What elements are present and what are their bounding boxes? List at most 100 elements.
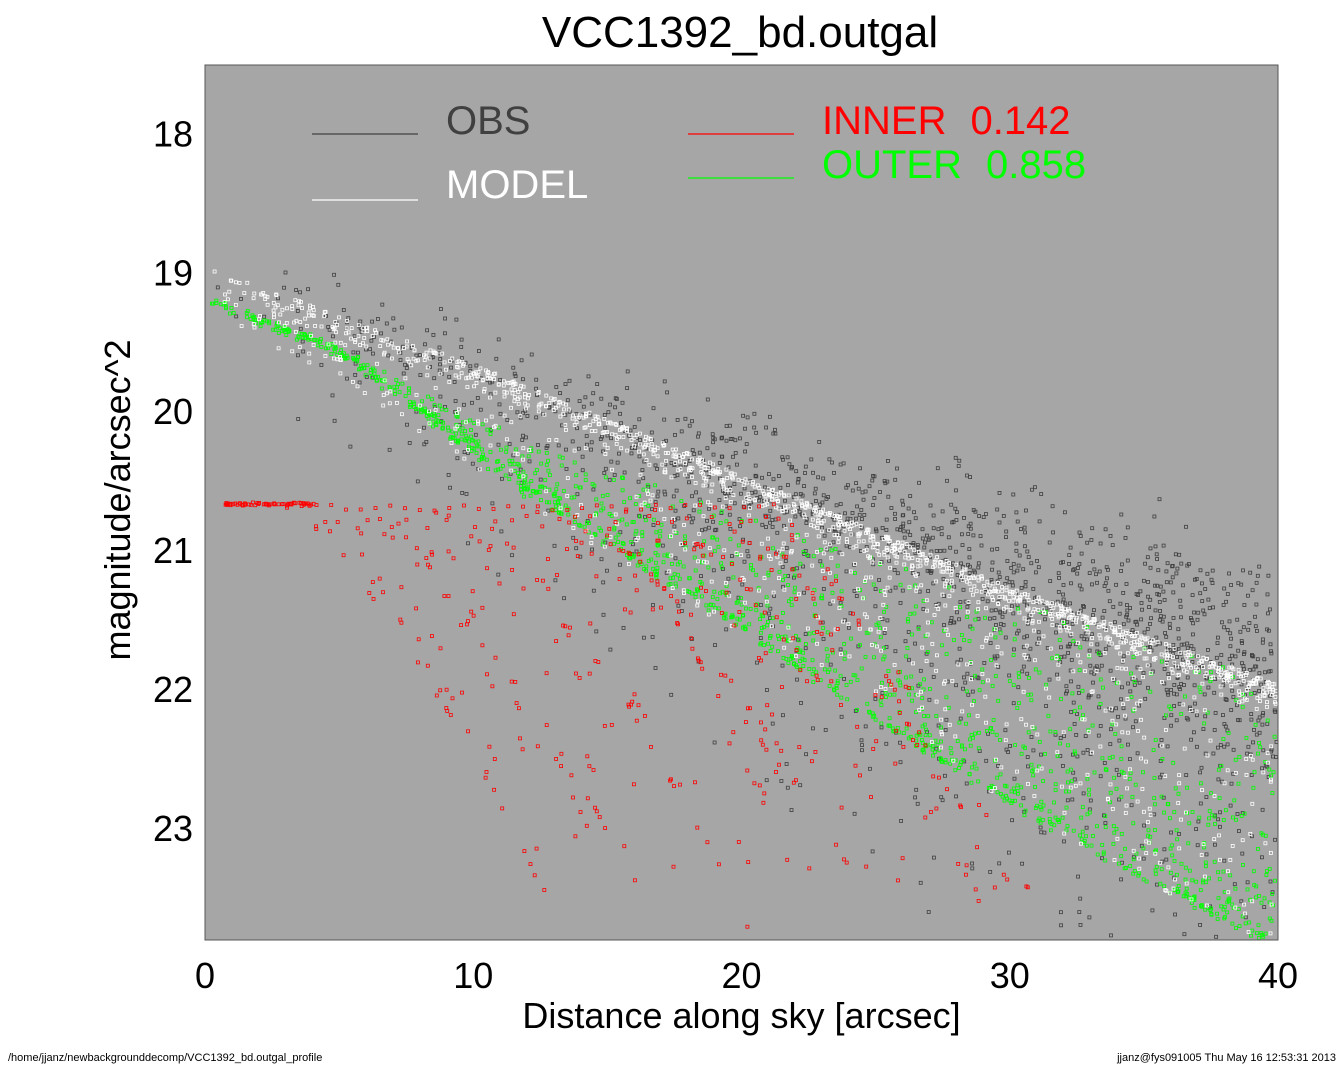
obs-point bbox=[720, 435, 724, 440]
obs-point bbox=[1260, 640, 1265, 645]
model-point bbox=[613, 432, 618, 437]
obs-point bbox=[931, 526, 936, 531]
obs-point bbox=[873, 604, 878, 609]
obs-point bbox=[1081, 604, 1085, 608]
outer-point bbox=[1172, 859, 1177, 863]
obs-point bbox=[1233, 654, 1238, 659]
obs-point bbox=[375, 317, 380, 321]
model-point bbox=[917, 708, 922, 712]
model-point bbox=[1208, 738, 1213, 743]
obs-point bbox=[727, 512, 732, 517]
obs-point bbox=[1253, 624, 1258, 629]
obs-point bbox=[1100, 615, 1105, 620]
obs-point bbox=[795, 677, 799, 682]
obs-point bbox=[452, 379, 457, 384]
obs-point bbox=[1085, 540, 1090, 545]
obs-point bbox=[1201, 608, 1206, 613]
obs-point bbox=[724, 627, 729, 632]
obs-point bbox=[968, 564, 972, 569]
outer-point bbox=[469, 434, 473, 439]
obs-point bbox=[1070, 797, 1075, 802]
obs-point bbox=[858, 466, 862, 471]
outer-point bbox=[1257, 894, 1261, 898]
obs-point bbox=[1051, 530, 1055, 535]
obs-point bbox=[906, 630, 911, 634]
obs-point bbox=[459, 356, 464, 361]
outer-point bbox=[739, 596, 743, 600]
outer-point bbox=[1017, 675, 1021, 680]
outer-point bbox=[998, 738, 1002, 742]
outer-point bbox=[547, 500, 552, 505]
obs-point bbox=[844, 485, 849, 490]
outer-point bbox=[1152, 796, 1157, 800]
obs-point bbox=[765, 688, 769, 692]
obs-point bbox=[791, 502, 795, 507]
outer-point bbox=[538, 484, 543, 489]
model-point bbox=[712, 609, 716, 614]
obs-point bbox=[804, 521, 809, 525]
outer-point bbox=[510, 458, 515, 463]
obs-point bbox=[821, 476, 826, 481]
outer-point bbox=[1249, 933, 1253, 938]
model-point bbox=[939, 717, 943, 722]
obs-point bbox=[779, 779, 784, 783]
outer-point bbox=[1072, 709, 1077, 713]
obs-point bbox=[908, 533, 913, 537]
outer-point bbox=[507, 477, 512, 482]
obs-point bbox=[1021, 567, 1026, 572]
model-point bbox=[697, 456, 702, 461]
outer-point bbox=[1172, 810, 1177, 814]
outer-point bbox=[904, 726, 909, 731]
obs-point bbox=[1257, 564, 1262, 569]
outer-point bbox=[962, 638, 966, 642]
obs-point bbox=[1236, 581, 1241, 586]
model-point bbox=[1115, 666, 1120, 670]
outer-point bbox=[1234, 926, 1238, 930]
outer-point bbox=[638, 514, 642, 519]
outer-point bbox=[397, 390, 402, 395]
outer-point bbox=[659, 522, 664, 527]
outer-point bbox=[1199, 904, 1203, 908]
outer-point bbox=[719, 565, 724, 570]
outer-point bbox=[1226, 731, 1231, 735]
model-point bbox=[475, 419, 480, 424]
obs-point bbox=[928, 503, 933, 508]
obs-point bbox=[965, 473, 969, 478]
obs-point bbox=[295, 353, 300, 358]
obs-point bbox=[653, 666, 658, 670]
obs-point bbox=[979, 543, 984, 548]
obs-point bbox=[959, 577, 964, 582]
obs-point bbox=[1221, 713, 1225, 717]
outer-point bbox=[867, 710, 872, 715]
obs-point bbox=[612, 473, 617, 477]
obs-point bbox=[527, 459, 532, 464]
outer-point bbox=[720, 589, 725, 594]
obs-point bbox=[398, 358, 403, 363]
outer-point bbox=[764, 595, 769, 600]
obs-point bbox=[816, 475, 820, 480]
obs-point bbox=[1235, 703, 1239, 708]
outer-point bbox=[479, 457, 484, 462]
outer-point bbox=[1207, 809, 1212, 813]
obs-point bbox=[637, 513, 642, 518]
obs-point bbox=[1025, 671, 1030, 676]
obs-point bbox=[757, 498, 761, 503]
obs-point bbox=[997, 520, 1002, 525]
obs-point bbox=[1010, 583, 1015, 588]
obs-point bbox=[1162, 847, 1167, 852]
outer-point bbox=[668, 582, 673, 586]
obs-point bbox=[1092, 567, 1097, 572]
outer-point bbox=[948, 746, 953, 751]
obs-point bbox=[694, 490, 698, 495]
obs-point bbox=[474, 363, 479, 368]
outer-point bbox=[1040, 818, 1045, 822]
obs-point bbox=[1114, 582, 1118, 587]
obs-point bbox=[1105, 576, 1109, 581]
model-point bbox=[837, 606, 842, 610]
outer-point bbox=[1267, 867, 1272, 871]
obs-point bbox=[1042, 830, 1047, 835]
obs-point bbox=[970, 689, 975, 694]
obs-point bbox=[1157, 497, 1162, 502]
obs-point bbox=[1186, 717, 1191, 722]
outer-point bbox=[1236, 781, 1241, 786]
